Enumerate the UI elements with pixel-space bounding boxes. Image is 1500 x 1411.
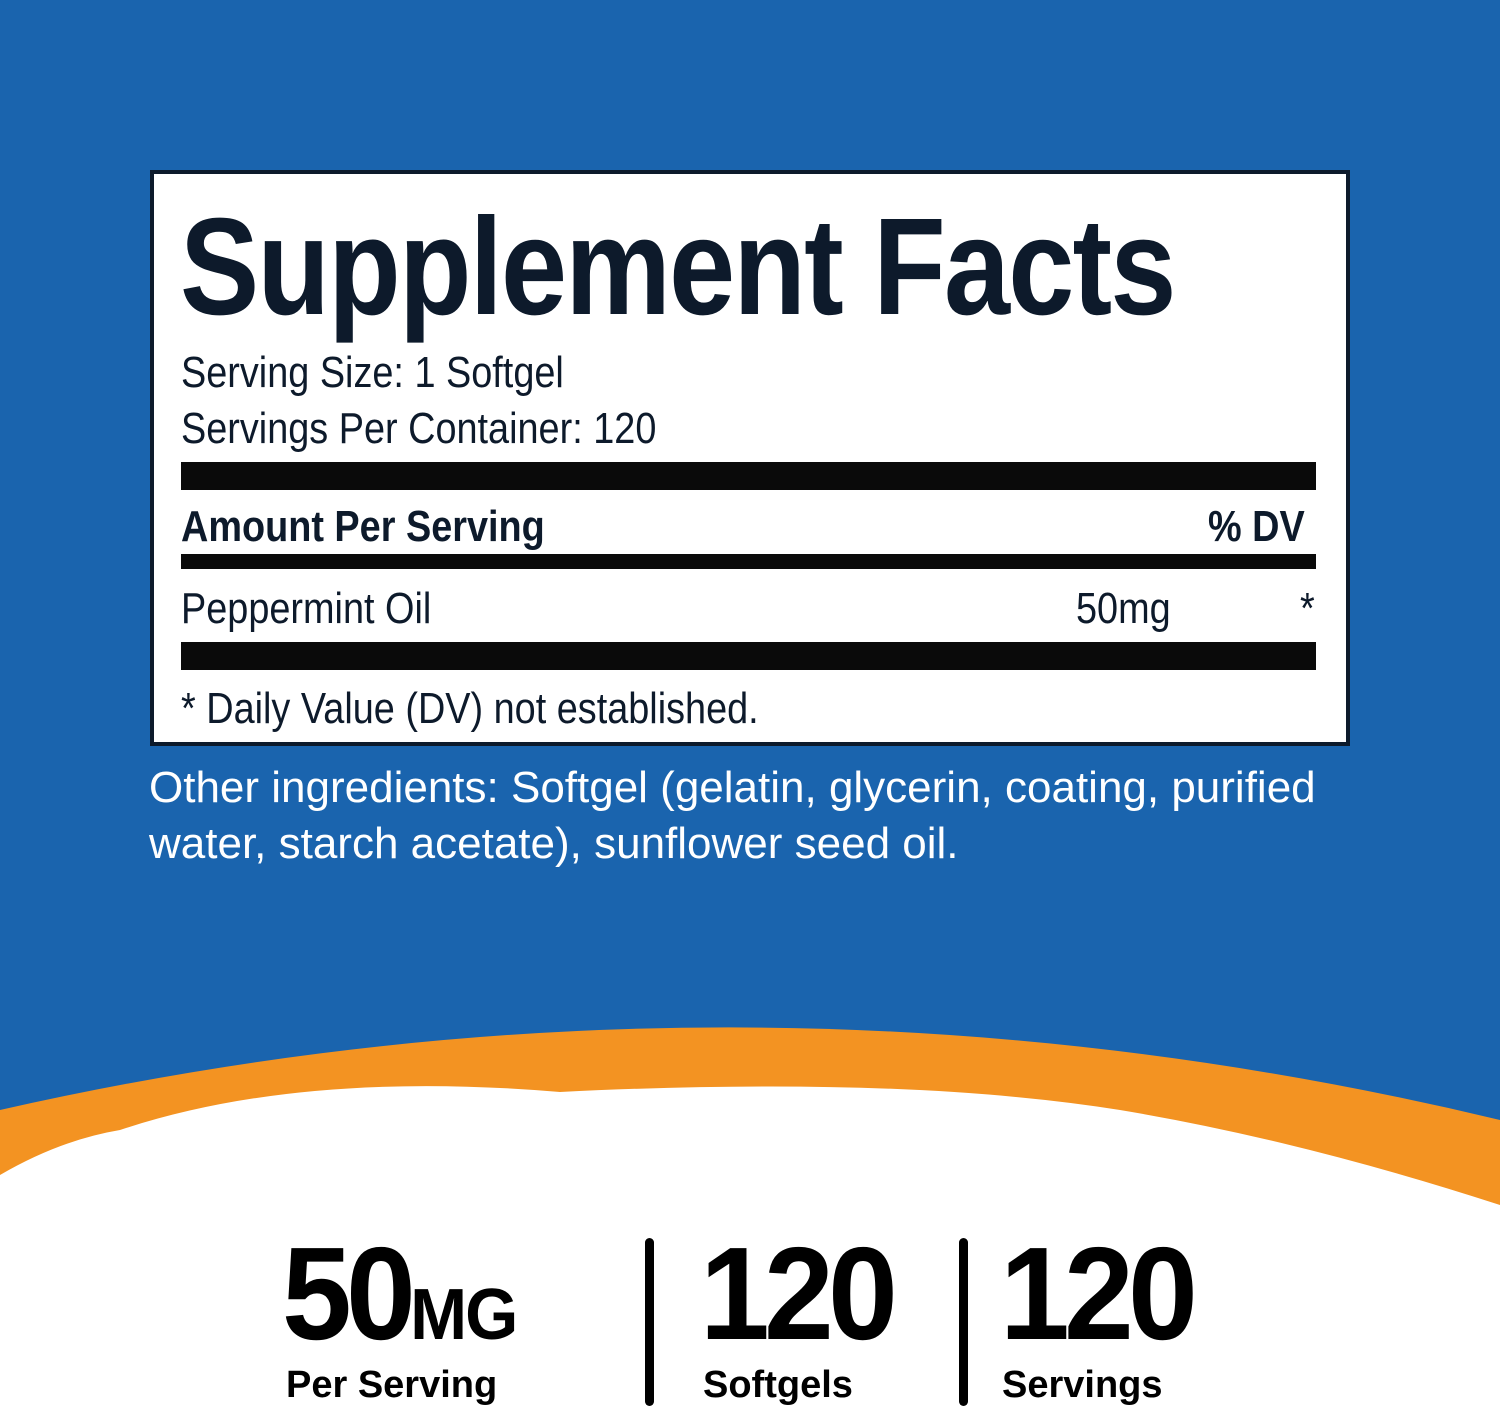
stat-label: Per Serving — [286, 1364, 498, 1406]
other-ingredients: Other ingredients: Softgel (gelatin, gly… — [149, 763, 1316, 868]
serving-size: Serving Size: 1 Softgel — [181, 348, 564, 397]
servings-per-container: Servings Per Container: 120 — [181, 404, 657, 453]
dv-header: % DV — [1208, 502, 1305, 551]
stat-label: Servings — [1002, 1364, 1163, 1406]
stat-divider — [959, 1238, 968, 1406]
dv-footnote: * Daily Value (DV) not established. — [181, 684, 759, 733]
ingredient-name: Peppermint Oil — [181, 584, 432, 633]
thick-divider — [181, 462, 1316, 490]
stat-value: 120 — [700, 1220, 898, 1367]
amount-per-serving-header: Amount Per Serving — [181, 502, 545, 551]
white-bottom-area — [0, 1086, 1500, 1411]
medium-divider — [181, 554, 1316, 569]
stat-value: 120 — [1000, 1220, 1198, 1367]
ingredient-dv: * — [1300, 584, 1315, 633]
stat-label: Softgels — [703, 1364, 853, 1406]
stat-divider — [645, 1238, 654, 1406]
stat-number: 50 — [282, 1220, 416, 1367]
stat-value: 50MG — [282, 1218, 518, 1369]
ingredient-amount: 50mg — [1076, 584, 1171, 633]
label-title: Supplement Facts — [180, 190, 1176, 344]
stat-unit: MG — [410, 1275, 518, 1355]
supplement-facts-label: Supplement Facts Serving Size: 1 Softgel… — [150, 170, 1350, 746]
thick-divider — [181, 642, 1316, 670]
